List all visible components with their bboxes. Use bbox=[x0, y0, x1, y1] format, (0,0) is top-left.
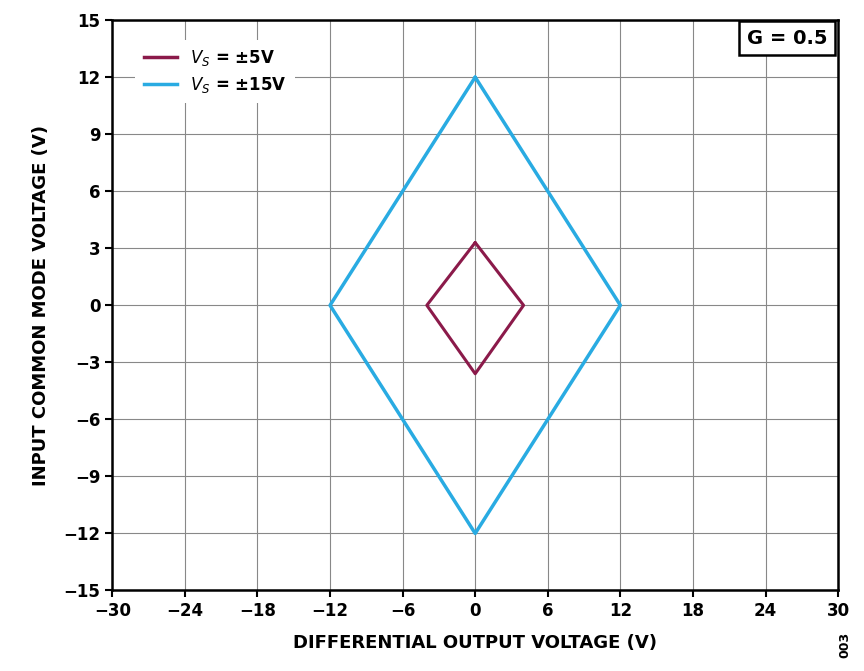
Text: G = 0.5: G = 0.5 bbox=[746, 29, 827, 48]
Y-axis label: INPUT COMMON MODE VOLTAGE (V): INPUT COMMON MODE VOLTAGE (V) bbox=[32, 125, 49, 486]
Text: 003: 003 bbox=[838, 631, 851, 658]
Legend: $V_S$ = ±5V, $V_S$ = ±15V: $V_S$ = ±5V, $V_S$ = ±15V bbox=[135, 40, 295, 103]
X-axis label: DIFFERENTIAL OUTPUT VOLTAGE (V): DIFFERENTIAL OUTPUT VOLTAGE (V) bbox=[293, 634, 658, 652]
